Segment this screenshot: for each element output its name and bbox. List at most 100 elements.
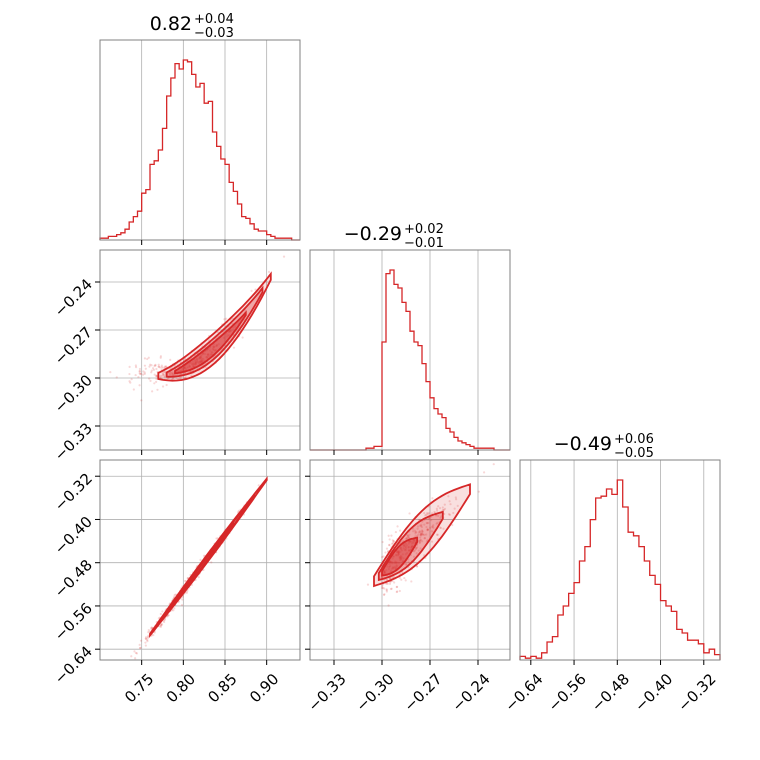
- scatter-point: [390, 542, 394, 545]
- scatter-point: [144, 637, 147, 640]
- panel-2-0: [99, 459, 301, 680]
- scatter-point: [161, 385, 165, 388]
- scatter-point: [148, 377, 151, 380]
- scatter-point: [210, 561, 213, 564]
- scatter-point: [138, 370, 141, 373]
- scatter-point: [160, 374, 163, 378]
- scatter-point: [420, 532, 424, 535]
- scatter-point: [412, 555, 416, 558]
- scatter-point: [150, 364, 153, 367]
- scatter-point: [122, 669, 124, 671]
- scatter-point: [430, 519, 433, 522]
- scatter-point: [156, 388, 159, 391]
- scatter-point: [190, 374, 193, 377]
- y-tick-label: −0.32: [51, 469, 96, 514]
- scatter-point: [440, 515, 443, 518]
- scatter-point: [431, 525, 434, 528]
- scatter-point: [435, 533, 439, 536]
- scatter-point: [439, 526, 442, 529]
- scatter-point: [134, 364, 137, 367]
- scatter-point: [398, 589, 401, 593]
- panel-border: [99, 249, 301, 451]
- scatter-point: [453, 507, 456, 510]
- scatter-point: [413, 529, 417, 532]
- scatter-point: [129, 381, 132, 384]
- scatter-point: [241, 336, 244, 339]
- panel-background: [520, 460, 720, 660]
- scatter-point: [448, 513, 452, 516]
- y-tick-label: −0.56: [51, 599, 96, 644]
- scatter-point: [159, 625, 162, 629]
- scatter-point: [415, 546, 418, 550]
- panel-content: [114, 476, 269, 680]
- scatter-point: [396, 525, 399, 528]
- scatter-point: [128, 365, 131, 368]
- scatter-point: [388, 582, 392, 585]
- scatter-point: [140, 399, 143, 402]
- scatter-point: [135, 652, 139, 655]
- scatter-point: [138, 643, 141, 646]
- scatter-point: [197, 576, 200, 579]
- scatter-point: [426, 513, 429, 516]
- scatter-point: [173, 607, 176, 610]
- scatter-point: [146, 637, 149, 640]
- scatter-point: [421, 530, 424, 533]
- scatter-point: [412, 530, 415, 533]
- scatter-point: [388, 538, 391, 541]
- scatter-point: [157, 365, 160, 368]
- panel-title: 0.82 +0.04−0.03: [150, 12, 234, 41]
- scatter-point: [417, 540, 420, 543]
- scatter-point: [267, 270, 271, 273]
- scatter-point: [417, 531, 421, 534]
- scatter-point: [155, 377, 158, 381]
- scatter-point: [421, 533, 425, 536]
- scatter-point: [138, 367, 142, 371]
- title-minus: −0.01: [404, 236, 444, 251]
- scatter-point: [391, 539, 394, 542]
- scatter-point: [138, 370, 142, 373]
- scatter-point: [436, 533, 439, 536]
- scatter-point: [435, 522, 438, 525]
- scatter-point: [419, 533, 422, 536]
- title-plus: +0.04: [194, 12, 234, 27]
- scatter-point: [400, 578, 403, 581]
- scatter-point: [423, 511, 426, 515]
- scatter-point: [416, 534, 419, 538]
- title-minus: −0.05: [614, 446, 654, 461]
- scatter-point: [419, 539, 422, 542]
- scatter-point: [426, 528, 429, 531]
- scatter-point: [423, 536, 426, 540]
- scatter-point: [492, 463, 495, 466]
- scatter-point: [442, 527, 445, 530]
- x-tick-label: 0.90: [246, 670, 282, 706]
- scatter-point: [127, 664, 129, 666]
- scatter-point: [482, 471, 486, 474]
- scatter-point: [134, 651, 138, 655]
- scatter-point: [404, 579, 407, 582]
- scatter-point: [420, 534, 423, 537]
- scatter-point: [395, 590, 398, 594]
- scatter-point: [425, 533, 428, 536]
- scatter-point: [144, 367, 147, 370]
- scatter-point: [146, 635, 150, 638]
- scatter-point: [164, 366, 167, 369]
- scatter-point: [435, 514, 438, 517]
- scatter-point: [390, 587, 393, 590]
- scatter-point: [143, 357, 147, 360]
- scatter-point: [153, 382, 156, 385]
- scatter-point: [146, 357, 149, 361]
- scatter-point: [437, 514, 440, 518]
- scatter-point: [172, 609, 175, 612]
- scatter-point: [413, 550, 416, 553]
- scatter-point: [138, 384, 141, 387]
- scatter-point: [114, 678, 116, 680]
- scatter-point: [439, 526, 442, 530]
- scatter-point: [181, 595, 184, 599]
- y-tick-label: −0.64: [51, 642, 96, 687]
- scatter-point: [254, 288, 257, 291]
- scatter-point: [179, 376, 183, 379]
- scatter-point: [429, 526, 432, 529]
- scatter-point: [416, 527, 419, 530]
- scatter-point: [420, 524, 423, 528]
